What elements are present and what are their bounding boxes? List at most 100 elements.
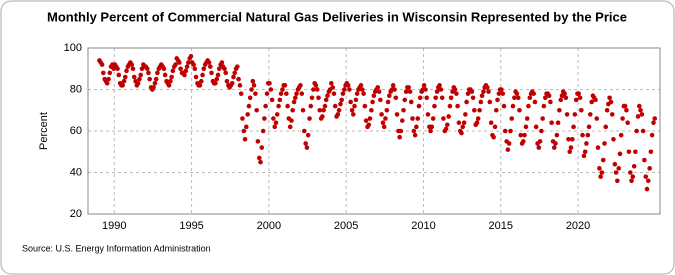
data-point [635,114,641,119]
data-point [184,64,190,69]
data-point [247,95,253,101]
data-point [285,103,290,109]
data-point [576,91,581,96]
data-point [231,74,236,80]
data-point [384,107,390,113]
data-point [300,107,306,113]
data-point [216,66,222,72]
data-point [383,116,388,121]
data-point [505,147,511,152]
data-point [282,83,288,88]
data-point [542,95,548,101]
data-point [236,76,241,82]
data-point [460,124,466,130]
data-point [524,116,530,121]
data-point [350,112,356,117]
data-point [651,120,656,125]
data-point [280,87,285,92]
data-point [335,112,341,117]
source-note: Source: U.S. Energy Information Administ… [22,243,211,253]
data-point [349,107,355,113]
data-point [589,99,594,105]
data-point [146,70,151,76]
data-point [629,178,634,184]
data-point [567,149,573,155]
data-point [469,89,475,94]
data-point [423,87,428,92]
data-point [209,70,214,76]
x-tick-label: 2010 [411,220,435,232]
data-point [191,62,196,67]
data-point [308,103,314,109]
data-point [463,112,468,117]
data-point [599,170,605,175]
data-point [340,91,346,96]
data-point [568,145,574,150]
data-point [625,120,630,125]
data-point [385,99,391,105]
data-point [380,120,386,125]
data-point [232,70,238,76]
data-point [554,132,560,138]
data-point [398,128,404,134]
data-point [612,161,618,167]
data-point [406,85,411,90]
data-point [107,70,113,76]
data-point [540,116,545,121]
y-tick-label: 80 [70,83,82,95]
data-point [464,99,469,105]
data-point [611,137,616,142]
data-point [539,128,544,134]
data-point [433,95,438,101]
data-point [461,120,467,125]
data-point [182,72,187,78]
data-point [242,137,248,142]
data-point [536,145,542,150]
data-point [290,107,295,113]
data-point [151,85,156,90]
x-tick-label: 2000 [257,220,281,232]
data-point [598,174,603,179]
data-point [214,76,220,82]
data-point [564,112,570,117]
data-point [166,83,172,88]
data-point [595,145,601,150]
data-point [222,66,227,72]
data-point [371,93,377,99]
data-point [370,99,375,105]
data-point [387,93,392,99]
data-point [401,107,406,113]
data-point [474,120,480,125]
data-point [311,87,316,92]
data-point [580,132,585,138]
y-tick-label: 40 [70,166,82,178]
data-point [586,124,592,130]
data-point [551,145,557,150]
y-tick-label: 100 [64,42,82,54]
data-point [314,87,320,92]
data-point [609,112,615,117]
data-point [168,78,173,84]
data-point [147,76,152,82]
data-point [256,155,262,161]
data-point [229,80,235,86]
data-point [432,103,437,109]
data-point [162,72,168,78]
data-point [331,91,337,96]
data-point [502,128,508,134]
data-point [587,112,593,117]
data-point [251,83,257,88]
data-point [455,103,460,109]
data-point [262,116,267,121]
data-point [626,149,632,155]
data-point [244,124,249,130]
data-point [416,103,422,109]
data-point [336,107,342,113]
data-point [347,87,352,92]
data-point [428,128,433,134]
data-point [514,91,520,96]
plot-border [87,47,661,215]
data-point [572,112,578,117]
data-point [121,78,127,84]
data-point [249,87,254,92]
